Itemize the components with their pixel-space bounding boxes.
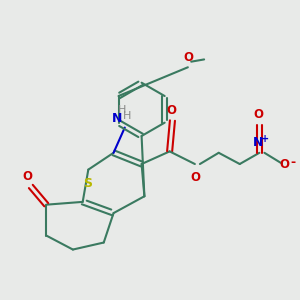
Text: S: S [83,178,92,190]
Text: O: O [253,108,263,122]
Text: -: - [290,156,296,169]
Text: O: O [190,171,200,184]
Text: O: O [22,170,32,183]
Text: H: H [118,105,127,115]
Text: O: O [183,52,194,64]
Text: O: O [279,158,289,171]
Text: H: H [123,111,131,122]
Text: O: O [166,104,176,117]
Text: N: N [112,112,122,125]
Text: N: N [253,136,263,149]
Text: +: + [262,134,270,144]
